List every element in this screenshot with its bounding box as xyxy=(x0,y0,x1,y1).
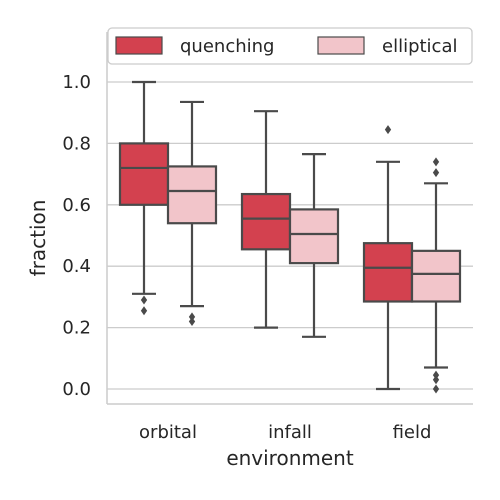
legend: quenching elliptical xyxy=(107,27,473,65)
outlier-point xyxy=(432,375,440,385)
box-elliptical-field xyxy=(410,157,462,394)
outlier-point xyxy=(384,125,392,135)
outlier-point xyxy=(432,157,440,167)
box-quenching-orbital xyxy=(118,80,170,316)
legend-swatch-elliptical xyxy=(317,36,365,55)
y-tick-label: 1.0 xyxy=(62,72,91,93)
x-tick-label: orbital xyxy=(139,422,197,443)
y-tick-label: 0.6 xyxy=(62,195,91,216)
outlier-point xyxy=(432,370,440,380)
outlier-point xyxy=(432,168,440,178)
outlier-point xyxy=(188,316,196,326)
box-body xyxy=(118,142,170,206)
boxes xyxy=(118,80,462,394)
y-tick-label: 0.4 xyxy=(62,256,91,277)
outlier-point xyxy=(140,295,148,305)
outlier-point xyxy=(188,312,196,322)
y-axis-label: fraction xyxy=(26,200,50,277)
box-body xyxy=(362,242,414,303)
legend-label-quenching: quenching xyxy=(180,36,274,57)
box-elliptical-infall xyxy=(288,153,340,338)
box-quenching-field xyxy=(362,125,414,391)
y-tick-label: 0.2 xyxy=(62,318,91,339)
x-tick-label: field xyxy=(393,422,432,443)
x-axis-label: environment xyxy=(226,446,354,470)
legend-frame xyxy=(107,27,473,65)
outlier-point xyxy=(432,384,440,394)
box-elliptical-orbital xyxy=(166,100,218,326)
y-tick-label: 0.8 xyxy=(62,133,91,154)
box-body xyxy=(288,208,340,265)
legend-swatch-quenching xyxy=(115,36,163,55)
legend-label-elliptical: elliptical xyxy=(382,36,458,57)
box-body xyxy=(166,165,218,225)
axes: 0.0 0.2 0.4 0.6 0.8 1.0 orbital infall field xyxy=(62,32,473,443)
box-quenching-infall xyxy=(240,110,292,329)
box-body xyxy=(410,249,462,303)
box-body xyxy=(240,192,292,251)
x-tick-label: infall xyxy=(268,422,312,443)
outlier-point xyxy=(140,306,148,316)
y-tick-label: 0.0 xyxy=(62,379,91,400)
